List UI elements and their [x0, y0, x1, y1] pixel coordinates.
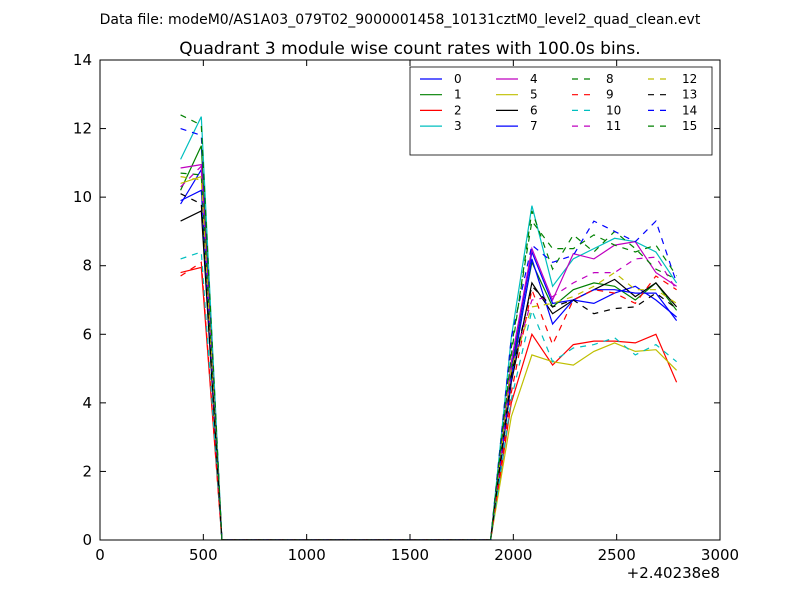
series-line-8: [180, 172, 677, 540]
y-tick-label: 10: [73, 188, 92, 206]
series-line-15: [180, 114, 678, 540]
series-line-9: [180, 261, 677, 540]
chart-title: Quadrant 3 module wise count rates with …: [179, 39, 640, 59]
x-offset-label: +2.40238e8: [627, 564, 720, 582]
x-tick-label: 1000: [288, 546, 326, 564]
series-line-11: [180, 164, 678, 540]
x-tick-label: 2000: [494, 546, 532, 564]
legend-label-15: 15: [682, 119, 697, 133]
legend-label-2: 2: [454, 103, 462, 117]
legend-label-9: 9: [606, 88, 614, 102]
legend-label-5: 5: [530, 88, 538, 102]
legend-label-1: 1: [454, 88, 462, 102]
series-line-5: [180, 175, 678, 540]
y-tick-label: 6: [82, 325, 92, 343]
series-line-4: [180, 163, 677, 540]
legend-label-13: 13: [682, 88, 697, 102]
series-line-3: [180, 116, 678, 540]
series-line-2: [180, 266, 678, 540]
y-tick-label: 2: [82, 462, 92, 480]
legend-label-0: 0: [454, 72, 462, 86]
y-tick-label: 8: [82, 257, 92, 275]
series-line-1: [180, 145, 678, 540]
series-line-12: [180, 176, 677, 540]
series-line-7: [180, 189, 678, 540]
series-line-6: [180, 209, 678, 540]
y-tick-label: 14: [73, 51, 92, 69]
legend-label-3: 3: [454, 119, 462, 133]
y-tick-label: 4: [82, 394, 92, 412]
legend-label-6: 6: [530, 103, 538, 117]
series-line-14: [180, 128, 678, 540]
legend-label-7: 7: [530, 119, 538, 133]
x-tick-label: 0: [95, 546, 105, 564]
legend-label-14: 14: [682, 103, 697, 117]
series-line-13: [180, 193, 677, 540]
legend-label-10: 10: [606, 103, 621, 117]
file-suptitle: Data file: modeM0/AS1A03_079T02_90000014…: [100, 12, 701, 28]
legend-label-12: 12: [682, 72, 697, 86]
x-tick-label: 2500: [598, 546, 636, 564]
y-tick-label: 12: [73, 120, 92, 138]
series-line-10: [180, 251, 677, 540]
series-line-0: [180, 167, 677, 540]
y-tick-label: 0: [82, 531, 92, 549]
x-tick-label: 3000: [701, 546, 739, 564]
legend-label-4: 4: [530, 72, 538, 86]
legend-label-8: 8: [606, 72, 614, 86]
x-tick-label: 500: [189, 546, 218, 564]
x-tick-label: 1500: [391, 546, 429, 564]
legend-label-11: 11: [606, 119, 621, 133]
